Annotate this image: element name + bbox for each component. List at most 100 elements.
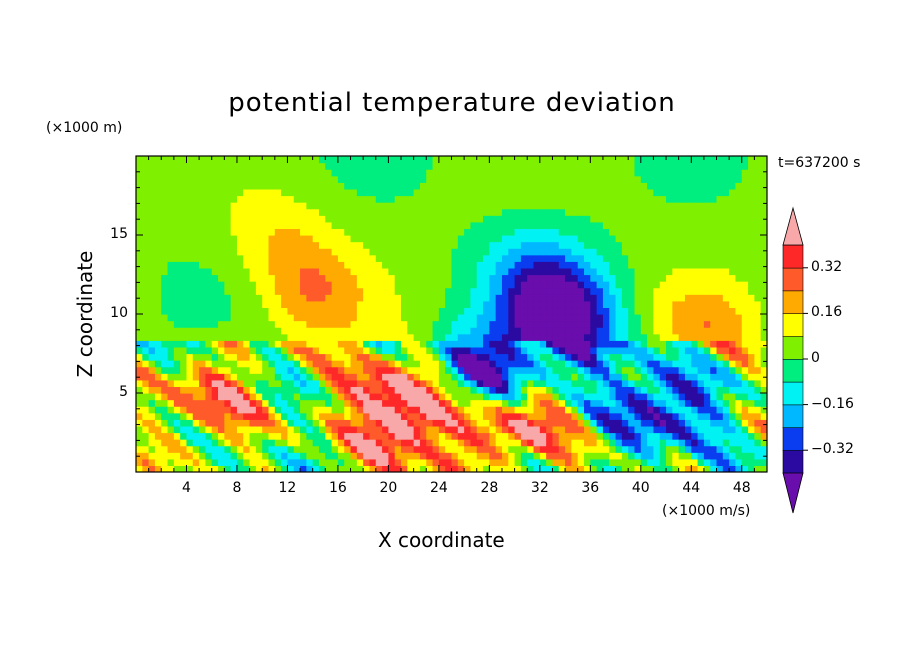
contour-cell: [375, 281, 383, 289]
contour-cell: [602, 235, 610, 243]
contour-cell: [703, 294, 711, 302]
contour-cell: [401, 452, 408, 460]
contour-cell: [666, 248, 673, 256]
contour-cell: [678, 307, 686, 315]
contour-cell: [344, 465, 352, 472]
contour-cell: [394, 406, 402, 414]
contour-cell: [533, 333, 541, 341]
contour-cell: [691, 406, 699, 414]
contour-cell: [729, 314, 737, 322]
contour-cell: [628, 432, 636, 440]
contour-cell: [508, 248, 516, 256]
contour-cell: [495, 340, 503, 348]
contour-cell: [337, 320, 345, 328]
contour-cell: [590, 445, 598, 453]
contour-cell: [533, 393, 541, 401]
contour-cell: [186, 241, 194, 249]
contour-cell: [255, 261, 263, 269]
contour-cell: [748, 221, 755, 230]
contour-cell: [218, 399, 225, 407]
contour-cell: [438, 412, 446, 420]
contour-cell: [199, 195, 207, 203]
contour-cell: [483, 439, 490, 447]
contour-cell: [571, 360, 579, 368]
contour-cell: [596, 360, 604, 368]
contour-cell: [609, 465, 617, 472]
contour-cell: [356, 307, 364, 315]
contour-cell: [451, 353, 459, 361]
contour-cell: [514, 399, 522, 407]
contour-cell: [318, 333, 326, 341]
contour-cell: [508, 360, 516, 368]
contour-cell: [748, 267, 755, 276]
contour-cell: [249, 188, 257, 197]
contour-cell: [539, 458, 547, 467]
contour-cell: [205, 333, 213, 341]
contour-cell: [432, 346, 440, 355]
contour-cell: [205, 175, 213, 183]
contour-cell: [615, 452, 623, 460]
contour-cell: [337, 281, 345, 289]
contour-cell: [356, 175, 364, 183]
contour-cell: [375, 327, 383, 335]
contour-cell: [760, 432, 767, 440]
contour-cell: [249, 221, 257, 230]
contour-cell: [230, 412, 238, 420]
contour-cell: [211, 465, 219, 472]
contour-cell: [741, 379, 749, 388]
contour-cell: [596, 188, 604, 197]
contour-cell: [236, 458, 244, 467]
contour-cell: [230, 235, 238, 243]
contour-cell: [218, 412, 225, 420]
contour-cell: [199, 353, 207, 361]
contour-cell: [457, 307, 465, 315]
contour-cell: [628, 452, 636, 460]
contour-cell: [306, 241, 314, 249]
contour-cell: [577, 169, 585, 177]
contour-cell: [703, 445, 711, 453]
contour-cell: [621, 182, 629, 190]
contour-cell: [192, 235, 200, 243]
contour-cell: [426, 188, 434, 197]
contour-cell: [520, 281, 528, 289]
contour-cell: [142, 320, 150, 328]
contour-cell: [697, 419, 705, 427]
contour-cell: [243, 162, 251, 170]
contour-cell: [363, 333, 371, 341]
contour-cell: [363, 399, 371, 407]
contour-cell: [508, 340, 516, 348]
contour-cell: [192, 432, 200, 440]
contour-cell: [464, 432, 472, 440]
contour-cell: [224, 425, 232, 434]
contour-cell: [571, 254, 579, 262]
contour-cell: [584, 307, 591, 315]
contour-cell: [419, 195, 427, 203]
contour-cell: [445, 254, 453, 262]
contour-cell: [331, 340, 339, 348]
contour-cell: [344, 340, 352, 348]
contour-cell: [609, 399, 617, 407]
contour-cell: [350, 333, 358, 341]
contour-cell: [716, 287, 724, 295]
contour-cell: [432, 274, 440, 282]
contour-cell: [205, 188, 213, 197]
contour-cell: [331, 294, 339, 302]
contour-cell: [369, 228, 377, 236]
contour-cell: [173, 241, 181, 249]
contour-cell: [243, 221, 251, 230]
contour-cell: [710, 215, 718, 223]
contour-cell: [205, 445, 213, 453]
contour-cell: [678, 182, 686, 190]
contour-cell: [489, 307, 497, 315]
contour-cell: [148, 393, 156, 401]
contour-cell: [363, 215, 371, 223]
contour-cell: [243, 274, 251, 282]
contour-cell: [249, 156, 257, 164]
contour-cell: [293, 208, 301, 216]
contour-cell: [205, 386, 213, 394]
contour-cell: [205, 202, 213, 210]
contour-cell: [470, 261, 478, 269]
contour-cell: [419, 287, 427, 295]
contour-cell: [243, 314, 251, 322]
contour-cell: [577, 235, 585, 243]
